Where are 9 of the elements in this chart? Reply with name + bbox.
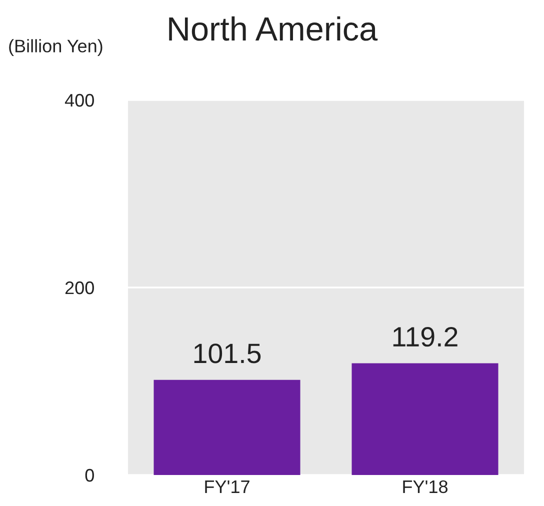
data-label: 101.5 — [194, 344, 261, 364]
y-tick-label: 0 — [85, 468, 94, 482]
y-axis-title: (Billion Yen) — [9, 39, 102, 56]
data-label: 119.2 — [393, 326, 458, 347]
y-tick-label: 200 — [65, 281, 94, 294]
chart-title: North America — [169, 16, 378, 41]
x-tick-label: FY'18 — [403, 480, 448, 494]
x-tick-label: FY'17 — [205, 480, 250, 493]
y-tick-label: 400 — [64, 94, 94, 107]
